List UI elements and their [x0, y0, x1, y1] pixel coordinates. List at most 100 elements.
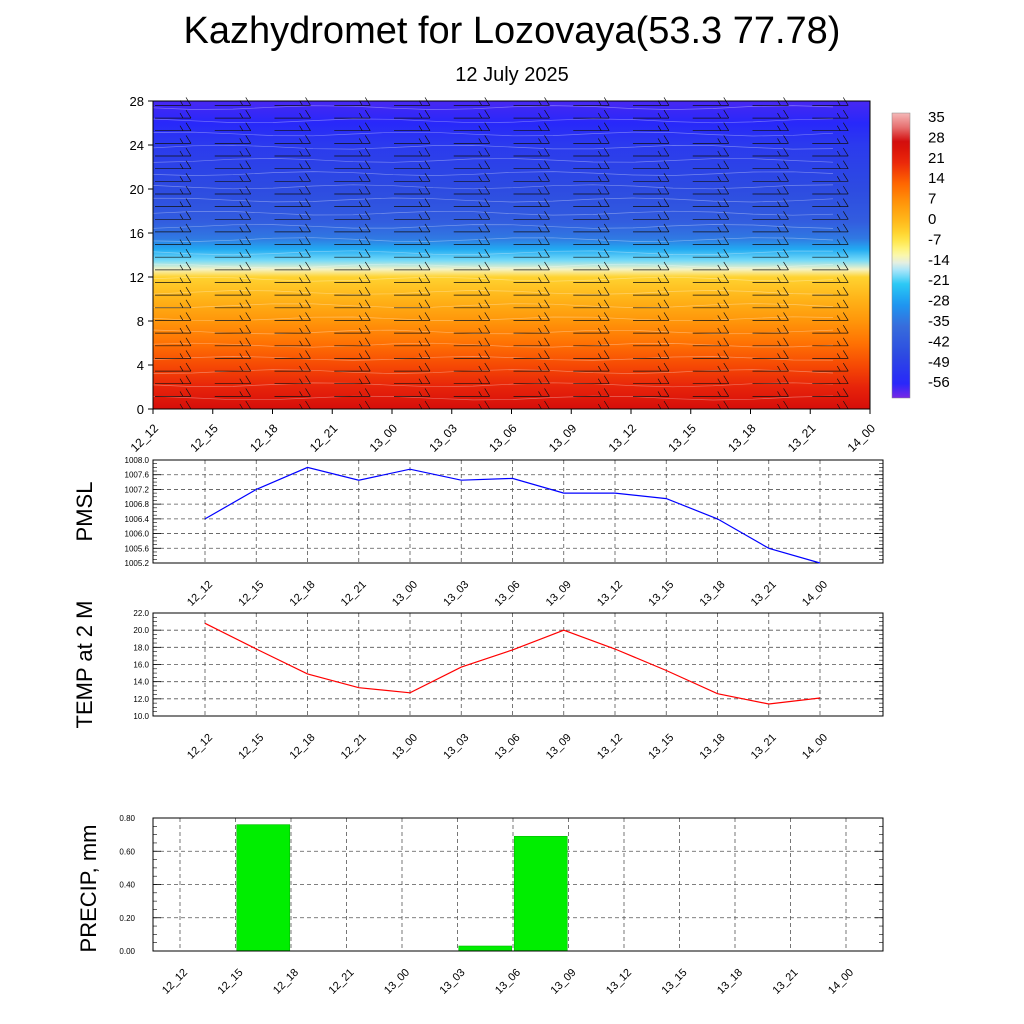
- wind-barb: [692, 261, 730, 271]
- wind-barb: [334, 109, 371, 119]
- wind-barb: [274, 109, 311, 119]
- wind-barb: [334, 274, 371, 283]
- y-tick-label: 1006.0: [125, 530, 150, 539]
- wind-barb: [274, 198, 311, 207]
- wind-barb: [155, 388, 192, 397]
- wind-barb: [752, 160, 789, 170]
- x-tick-label: 13_03: [441, 732, 471, 762]
- wind-barb: [274, 324, 311, 334]
- wind-barb: [812, 324, 849, 334]
- y-axis-label: PRECIP, mm: [76, 825, 101, 953]
- y-tick-label: 16.0: [133, 661, 149, 670]
- wind-barb: [633, 147, 670, 157]
- wind-barb: [513, 160, 550, 170]
- wind-barb: [274, 236, 311, 245]
- wind-barb: [692, 375, 730, 385]
- wind-barb: [155, 362, 192, 372]
- wind-barb: [573, 147, 610, 157]
- wind-barb: [692, 173, 730, 182]
- wind-barb: [155, 337, 192, 347]
- y-axis-label: TEMP at 2 M: [72, 601, 97, 729]
- y-tick-label: 12.0: [133, 695, 149, 704]
- wind-barb: [812, 299, 849, 309]
- wind-barb: [274, 160, 311, 170]
- wind-barb: [812, 198, 849, 207]
- contour-line: [152, 303, 834, 308]
- wind-barb: [394, 147, 431, 157]
- wind-barb: [513, 135, 550, 144]
- wind-barb: [633, 274, 670, 283]
- wind-barb: [692, 160, 730, 170]
- wind-barb: [214, 173, 252, 182]
- wind-barb: [812, 249, 849, 258]
- colorbar-label: -35: [928, 313, 950, 330]
- y-tick-label: 16: [130, 226, 144, 241]
- y-tick-label: 12: [130, 270, 144, 285]
- wind-barb: [752, 198, 789, 207]
- x-tick-label: 13_15: [665, 421, 699, 455]
- wind-barb: [453, 324, 491, 334]
- wind-barb: [334, 135, 371, 144]
- wind-barb: [334, 173, 371, 182]
- x-tick-label: 13_00: [390, 732, 420, 762]
- wind-barb: [752, 274, 789, 283]
- wind-barb: [633, 223, 670, 233]
- wind-barb: [334, 211, 371, 220]
- wind-barb: [812, 362, 849, 372]
- wind-barb: [812, 223, 849, 233]
- wind-barb: [633, 362, 670, 372]
- wind-barb: [453, 274, 491, 283]
- colorbar-label: -49: [928, 354, 950, 371]
- wind-barb: [274, 147, 311, 157]
- heatmap-field: [153, 101, 870, 409]
- wind-barb: [573, 299, 610, 309]
- wind-barb: [513, 249, 550, 258]
- wind-barb: [155, 375, 192, 385]
- colorbar-label: -42: [928, 333, 950, 350]
- contour-line: [152, 197, 834, 203]
- wind-barb: [692, 249, 730, 258]
- wind-barb: [394, 223, 431, 233]
- wind-barb: [752, 337, 789, 347]
- panel-frame: [152, 817, 884, 952]
- wind-barb: [573, 160, 610, 170]
- contour-line: [152, 276, 834, 282]
- wind-barb: [752, 375, 789, 385]
- x-tick-label: 13_18: [715, 967, 745, 997]
- wind-barb: [453, 173, 491, 182]
- wind-barb: [633, 299, 670, 309]
- wind-barb: [214, 350, 252, 359]
- wind-barb: [513, 286, 550, 296]
- y-tick-label: 1005.2: [125, 559, 150, 568]
- wind-barb: [214, 211, 252, 220]
- colorbar-label: 35: [928, 109, 945, 126]
- wind-barb: [214, 375, 252, 385]
- wind-barb: [155, 236, 192, 245]
- x-tick-label: 13_12: [595, 579, 625, 609]
- wind-barb: [633, 173, 670, 182]
- wind-barb: [214, 362, 252, 372]
- wind-barb: [573, 362, 610, 372]
- wind-barb: [334, 362, 371, 372]
- wind-barb: [752, 362, 789, 372]
- wind-barb: [334, 299, 371, 309]
- wind-barb: [513, 109, 550, 119]
- y-tick-label: 28: [130, 94, 144, 109]
- wind-barb: [155, 324, 192, 334]
- wind-barb: [214, 135, 252, 144]
- y-tick-label: 0.00: [119, 947, 135, 956]
- wind-barb: [812, 236, 849, 245]
- wind-barb: [573, 223, 610, 233]
- wind-barb: [692, 312, 730, 321]
- wind-barb: [573, 198, 610, 207]
- colorbar-label: -21: [928, 272, 950, 289]
- y-tick-label: 1008.0: [125, 456, 150, 465]
- wind-barb: [812, 337, 849, 347]
- wind-barb: [334, 236, 371, 245]
- y-tick-label: 14.0: [133, 678, 149, 687]
- wind-barb: [573, 135, 610, 144]
- wind-barb: [573, 122, 610, 132]
- wind-barb: [453, 198, 491, 207]
- wind-barb: [214, 249, 252, 258]
- wind-barb: [812, 286, 849, 296]
